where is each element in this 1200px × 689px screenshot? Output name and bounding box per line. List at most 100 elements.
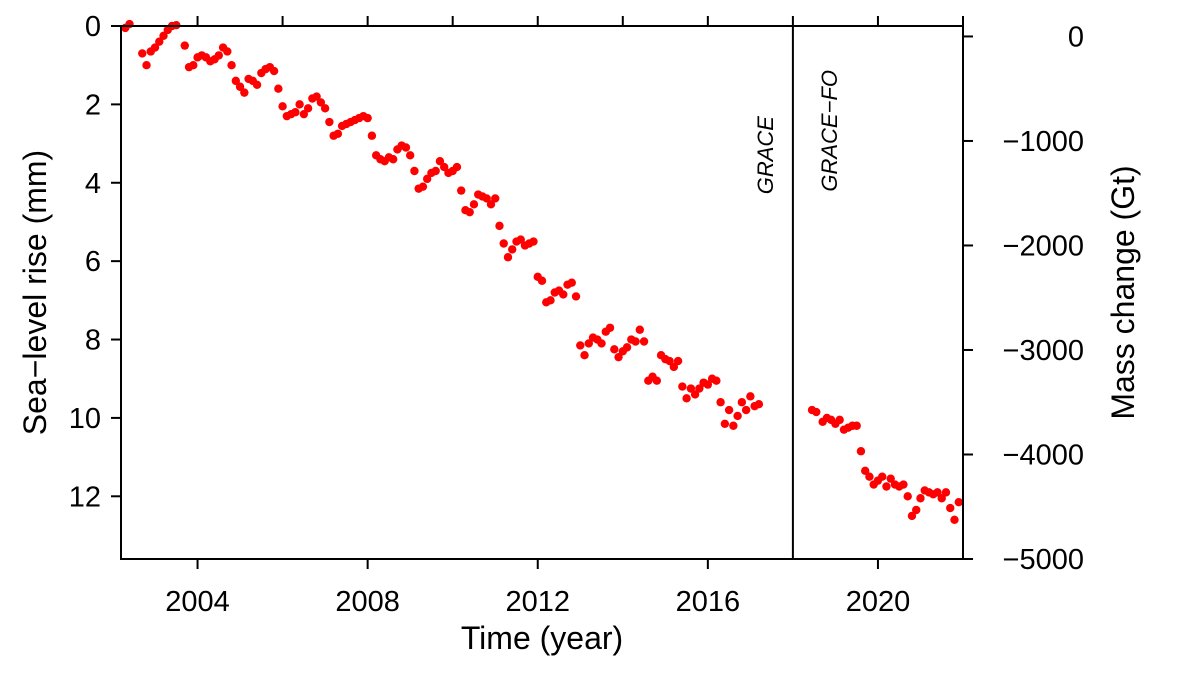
data-point xyxy=(622,343,632,352)
data-point xyxy=(614,352,623,362)
data-point xyxy=(457,186,466,195)
data-point xyxy=(912,505,921,515)
data-point xyxy=(724,405,734,415)
data-point xyxy=(852,421,861,430)
data-point xyxy=(138,49,147,58)
data-point xyxy=(401,143,411,152)
x-tick-label: 2012 xyxy=(505,586,570,618)
data-point xyxy=(580,351,589,360)
data-point xyxy=(639,337,649,346)
data-point xyxy=(418,182,428,191)
data-point xyxy=(363,113,372,123)
data-point xyxy=(737,398,747,407)
data-point xyxy=(320,104,330,113)
y-left-tick-label: 0 xyxy=(85,11,101,43)
x-tick-label: 2020 xyxy=(846,586,911,618)
data-point xyxy=(150,43,160,52)
data-point xyxy=(933,488,942,497)
data-point xyxy=(516,235,525,244)
data-point xyxy=(860,466,870,476)
x-tick-label: 2016 xyxy=(676,586,741,618)
data-point xyxy=(835,415,844,425)
data-point xyxy=(214,51,224,60)
data-point xyxy=(278,102,287,111)
data-point xyxy=(882,482,891,491)
data-point xyxy=(812,407,821,417)
data-point xyxy=(274,84,283,93)
data-point xyxy=(597,339,606,348)
data-point xyxy=(452,162,462,172)
x-tick-label: 2004 xyxy=(165,586,230,618)
data-point xyxy=(605,323,615,332)
data-point xyxy=(712,376,721,385)
data-point xyxy=(439,162,449,172)
data-point xyxy=(903,492,912,501)
data-point xyxy=(227,60,236,70)
data-point xyxy=(431,166,440,176)
data-point xyxy=(312,92,321,101)
data-point xyxy=(180,41,189,50)
data-point xyxy=(631,337,640,346)
data-point xyxy=(486,200,496,209)
data-point xyxy=(754,399,764,409)
data-point xyxy=(303,104,313,113)
data-point xyxy=(690,390,700,399)
data-point xyxy=(669,362,679,372)
data-point xyxy=(865,472,874,481)
data-point xyxy=(733,411,742,421)
data-point xyxy=(367,131,377,140)
y-axis-left-title: Sea−level rise (mm) xyxy=(17,150,53,435)
data-point xyxy=(465,207,474,217)
data-point xyxy=(410,166,419,176)
data-point xyxy=(559,290,568,299)
data-point xyxy=(652,376,662,385)
data-point xyxy=(878,472,887,481)
data-point xyxy=(856,447,866,456)
y-left-tick-label: 6 xyxy=(85,246,101,278)
data-point xyxy=(937,494,946,503)
data-point xyxy=(240,88,249,97)
data-point xyxy=(333,129,343,138)
data-point xyxy=(291,108,300,117)
data-point xyxy=(469,200,479,209)
data-point xyxy=(886,474,895,483)
data-point xyxy=(567,278,576,287)
y-left-tick-label: 10 xyxy=(69,403,101,435)
annotation-grace-fo: GRACE−FO xyxy=(817,70,842,192)
data-point xyxy=(503,253,513,262)
data-point xyxy=(610,345,619,354)
data-point xyxy=(720,419,730,428)
y-right-tick-label: −3000 xyxy=(1003,335,1084,367)
data-point xyxy=(491,194,500,203)
data-point xyxy=(235,82,245,91)
data-point xyxy=(686,384,696,393)
data-point xyxy=(189,60,198,70)
data-point xyxy=(295,100,304,109)
data-point xyxy=(529,237,538,246)
data-point xyxy=(537,276,547,285)
y-left-tick-label: 8 xyxy=(85,325,101,357)
y-right-tick-label: −5000 xyxy=(1003,544,1084,576)
data-point xyxy=(584,339,593,348)
data-point xyxy=(269,66,279,76)
data-point xyxy=(746,392,755,401)
y-right-tick-label: −4000 xyxy=(1003,439,1084,471)
y-axis-right-title: Mass change (Gt) xyxy=(1105,165,1141,419)
data-point xyxy=(142,60,151,70)
y-left-tick-label: 2 xyxy=(85,89,101,121)
y-left-tick-label: 4 xyxy=(85,168,101,200)
data-point xyxy=(482,194,491,203)
data-point xyxy=(159,31,168,40)
y-left-tick-label: 12 xyxy=(69,481,101,513)
data-point xyxy=(299,109,309,119)
y-right-tick-label: −2000 xyxy=(1003,230,1084,262)
data-points xyxy=(121,19,963,525)
data-point xyxy=(673,356,683,366)
data-point xyxy=(495,221,504,231)
data-point xyxy=(678,382,687,391)
data-point xyxy=(405,151,415,160)
data-point xyxy=(954,497,963,507)
plot-frame xyxy=(120,25,964,560)
data-point xyxy=(316,98,326,107)
data-point xyxy=(499,239,508,248)
